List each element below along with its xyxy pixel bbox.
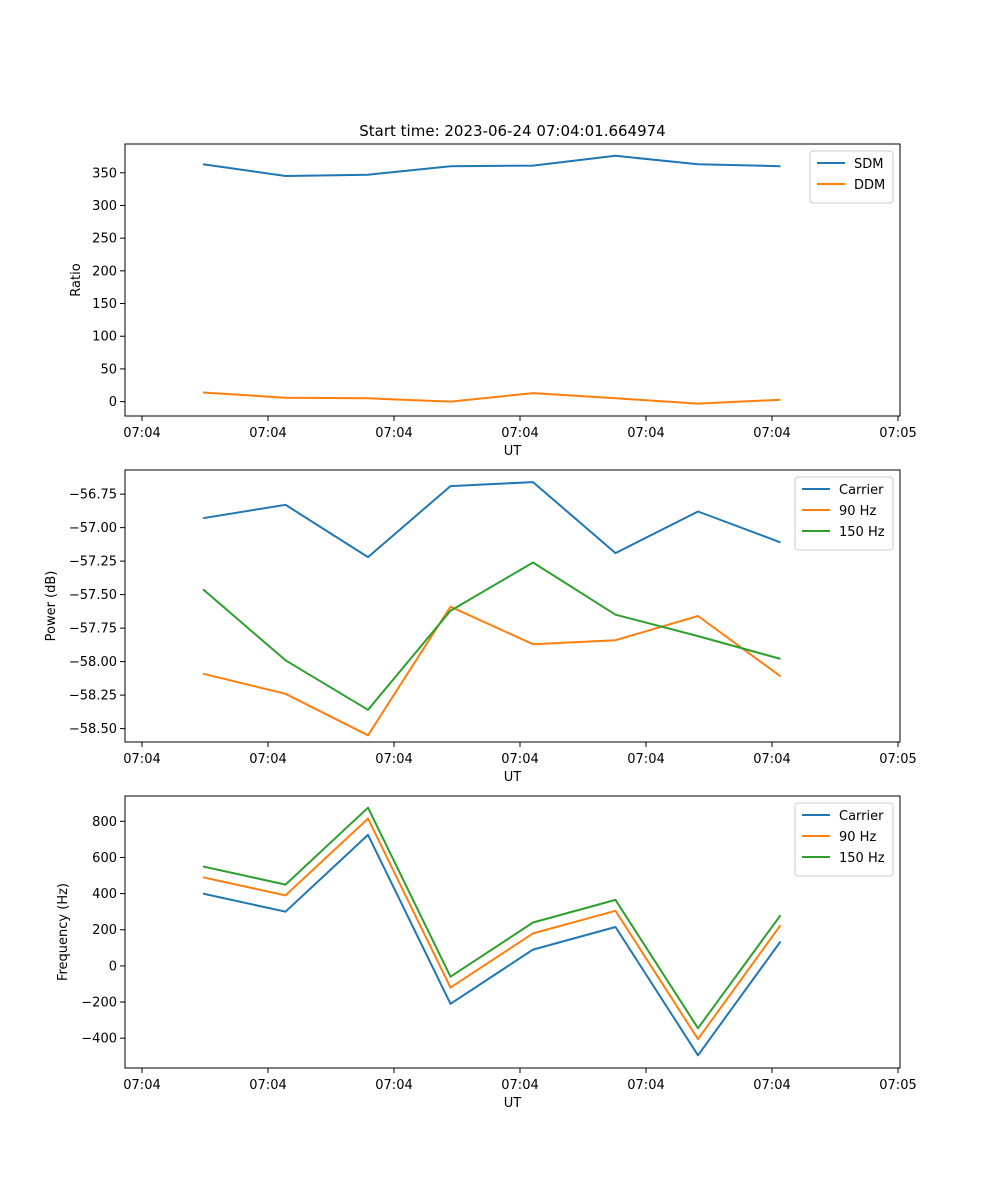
y-tick-label: 400: [92, 887, 117, 902]
y-tick-label: 100: [92, 330, 117, 345]
y-tick-label: 200: [92, 264, 117, 279]
x-tick-label: 07:04: [249, 426, 286, 441]
legend: Carrier 90 Hz 150 Hz: [794, 802, 894, 877]
legend-label: 150 Hz: [839, 851, 885, 866]
y-tick-label: 0: [109, 395, 117, 410]
y-tick-label: −400: [81, 1032, 117, 1047]
series-line-90-hz: [202, 605, 782, 737]
legend-label: 90 Hz: [839, 504, 876, 519]
legend-label: 90 Hz: [839, 830, 876, 845]
x-tick-label: 07:04: [753, 752, 790, 767]
y-tick-label: 800: [92, 815, 117, 830]
x-axis-label: UT: [504, 1096, 522, 1111]
x-tick-label: 07:04: [627, 426, 664, 441]
panel-1: 07:04 07:04 07:04 07:04 07:04 07:04 07:05 UT 0 50…: [69, 143, 917, 459]
x-tick-label: 07:04: [501, 1078, 538, 1093]
x-tick-label: 07:04: [123, 426, 160, 441]
legend: SDM DDM: [809, 150, 894, 204]
panel-3: 07:04 07:04 07:04 07:04 07:04 07:04 07:05 UT −40…: [56, 795, 917, 1111]
x-axis-label: UT: [504, 770, 522, 785]
axes-frame: [124, 143, 901, 417]
y-tick-label: −56.75: [69, 488, 117, 503]
y-tick-label: −57.75: [69, 622, 117, 637]
y-tick-label: −58.00: [69, 655, 117, 670]
y-tick-label: −57.00: [69, 521, 117, 536]
x-tick-label: 07:05: [879, 1078, 916, 1093]
x-tick-label: 07:04: [375, 426, 412, 441]
x-tick-label: 07:04: [627, 1078, 664, 1093]
legend-label: DDM: [854, 178, 885, 193]
x-tick-label: 07:05: [879, 426, 916, 441]
x-tick-label: 07:04: [123, 752, 160, 767]
y-tick-label: −57.50: [69, 588, 117, 603]
y-tick-label: −58.50: [69, 722, 117, 737]
y-tick-label: 200: [92, 923, 117, 938]
series-line-carrier: [202, 833, 782, 1057]
panel-2: 07:04 07:04 07:04 07:04 07:04 07:04 07:05 UT −58…: [44, 469, 917, 785]
y-tick-label: 350: [92, 166, 117, 181]
legend: Carrier 90 Hz 150 Hz: [794, 476, 894, 551]
y-tick-label: 600: [92, 851, 117, 866]
y-tick-label: 300: [92, 199, 117, 214]
y-axis-label: Frequency (Hz): [56, 883, 71, 981]
x-tick-label: 07:04: [501, 752, 538, 767]
series-line-ddm: [202, 391, 781, 405]
legend-label: 150 Hz: [839, 525, 885, 540]
series-line-carrier: [202, 481, 781, 559]
x-tick-label: 07:04: [627, 752, 664, 767]
legend-label: Carrier: [839, 809, 884, 824]
axes-frame: [124, 469, 901, 743]
axes-frame: [124, 795, 901, 1069]
legend-label: SDM: [854, 157, 883, 172]
series-line-sdm: [202, 154, 781, 177]
y-tick-label: 150: [92, 297, 117, 312]
y-tick-label: 250: [92, 232, 117, 247]
series-line-90-hz: [202, 817, 782, 1041]
y-tick-label: 50: [100, 362, 117, 377]
x-tick-label: 07:04: [375, 1078, 412, 1093]
y-tick-label: 0: [109, 959, 117, 974]
series-line-150-hz: [202, 561, 781, 711]
legend-label: Carrier: [839, 483, 884, 498]
x-tick-label: 07:04: [753, 1078, 790, 1093]
x-tick-label: 07:04: [375, 752, 412, 767]
x-axis-label: UT: [504, 444, 522, 459]
x-tick-label: 07:05: [879, 752, 916, 767]
figure-title: Start time: 2023-06-24 07:04:01.664974: [359, 122, 665, 140]
y-axis-label: Power (dB): [44, 571, 59, 642]
y-tick-label: −57.25: [69, 555, 117, 570]
y-tick-label: −58.25: [69, 689, 117, 704]
x-tick-label: 07:04: [753, 426, 790, 441]
x-tick-label: 07:04: [123, 1078, 160, 1093]
y-axis-label: Ratio: [69, 263, 84, 296]
x-tick-label: 07:04: [501, 426, 538, 441]
x-tick-label: 07:04: [249, 752, 286, 767]
x-tick-label: 07:04: [249, 1078, 286, 1093]
series-line-150-hz: [202, 806, 782, 1030]
y-tick-label: −200: [81, 996, 117, 1011]
